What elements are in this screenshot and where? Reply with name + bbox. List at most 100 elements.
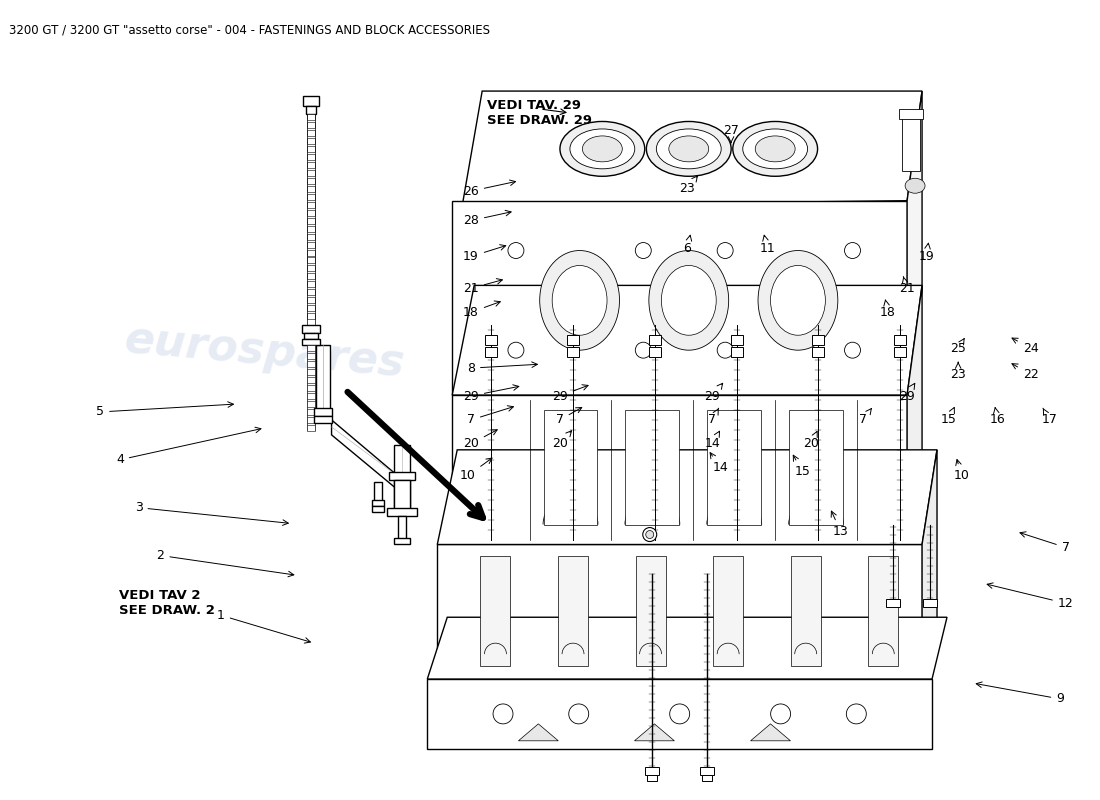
Text: 20: 20 — [463, 430, 497, 450]
Bar — [707, 410, 761, 525]
Text: 20: 20 — [803, 431, 820, 450]
Bar — [304, 334, 318, 339]
Bar — [789, 410, 843, 525]
Bar — [307, 377, 315, 383]
Text: 14: 14 — [704, 431, 720, 450]
Bar — [395, 538, 410, 545]
Ellipse shape — [649, 250, 728, 350]
Bar — [307, 306, 315, 311]
Polygon shape — [331, 420, 403, 494]
Bar — [373, 506, 384, 512]
Text: 10: 10 — [460, 458, 492, 482]
Bar — [452, 395, 908, 545]
Bar — [452, 201, 908, 395]
Circle shape — [493, 704, 513, 724]
Bar — [307, 130, 315, 136]
Bar — [307, 218, 315, 224]
Bar — [306, 106, 316, 114]
Text: 7: 7 — [859, 409, 871, 426]
Bar — [307, 234, 315, 239]
Text: 29: 29 — [704, 383, 723, 402]
Bar — [307, 345, 315, 351]
Text: VEDI TAV. 29
SEE DRAW. 29: VEDI TAV. 29 SEE DRAW. 29 — [487, 99, 592, 127]
Bar — [566, 335, 579, 345]
Text: 7: 7 — [708, 408, 718, 426]
Bar — [649, 335, 661, 345]
Polygon shape — [922, 450, 937, 679]
Text: 12: 12 — [987, 583, 1074, 610]
Bar — [702, 774, 712, 781]
Bar — [649, 347, 661, 357]
Text: eurospares: eurospares — [627, 510, 912, 577]
Bar — [700, 766, 714, 774]
Bar — [307, 250, 315, 255]
Bar — [374, 482, 383, 502]
Bar — [307, 170, 315, 176]
Text: 14: 14 — [711, 453, 728, 474]
Circle shape — [845, 342, 860, 358]
Text: 27: 27 — [723, 124, 739, 142]
Circle shape — [845, 242, 860, 258]
Bar — [307, 210, 315, 216]
Bar — [558, 557, 589, 666]
Text: 8: 8 — [468, 362, 538, 374]
Bar — [713, 557, 744, 666]
Bar — [307, 162, 315, 168]
Circle shape — [670, 704, 690, 724]
Text: eurospares: eurospares — [123, 318, 407, 386]
Text: 9: 9 — [976, 682, 1064, 706]
Ellipse shape — [742, 129, 807, 169]
Ellipse shape — [770, 266, 825, 335]
Bar — [438, 545, 922, 679]
Circle shape — [646, 530, 653, 538]
Bar — [566, 347, 579, 357]
Bar — [307, 425, 315, 431]
Bar — [307, 393, 315, 399]
Circle shape — [508, 342, 524, 358]
Polygon shape — [427, 618, 947, 679]
Ellipse shape — [669, 136, 708, 162]
Bar — [389, 472, 416, 480]
Bar — [648, 774, 658, 781]
Text: 6: 6 — [683, 235, 692, 255]
Bar — [314, 416, 331, 423]
Bar — [307, 369, 315, 375]
Bar — [307, 298, 315, 303]
Bar — [307, 290, 315, 295]
Bar — [791, 557, 821, 666]
Bar — [307, 417, 315, 423]
Bar — [373, 500, 384, 506]
Ellipse shape — [552, 266, 607, 335]
Ellipse shape — [540, 250, 619, 350]
Circle shape — [569, 704, 589, 724]
Polygon shape — [462, 91, 922, 206]
Text: 1: 1 — [217, 609, 310, 643]
Bar — [302, 96, 319, 106]
Polygon shape — [908, 91, 922, 395]
Bar — [485, 335, 497, 345]
Text: 3200 GT / 3200 GT "assetto corse" - 004 - FASTENINGS AND BLOCK ACCESSORIES: 3200 GT / 3200 GT "assetto corse" - 004 … — [10, 23, 491, 36]
Bar — [427, 679, 932, 749]
Circle shape — [717, 342, 733, 358]
Text: 15: 15 — [793, 455, 811, 478]
Ellipse shape — [560, 122, 645, 176]
Bar — [813, 335, 824, 345]
Polygon shape — [635, 724, 674, 741]
Bar — [307, 314, 315, 319]
Circle shape — [636, 342, 651, 358]
Polygon shape — [750, 724, 791, 741]
Ellipse shape — [905, 178, 925, 194]
Bar — [307, 186, 315, 192]
Bar — [636, 557, 666, 666]
Bar — [307, 274, 315, 279]
Circle shape — [717, 242, 733, 258]
Bar — [307, 409, 315, 415]
Ellipse shape — [758, 250, 838, 350]
Polygon shape — [452, 286, 922, 395]
Bar — [307, 361, 315, 367]
Polygon shape — [438, 450, 937, 545]
Circle shape — [636, 242, 651, 258]
Text: 23: 23 — [680, 176, 697, 195]
Text: VEDI TAV 2
SEE DRAW. 2: VEDI TAV 2 SEE DRAW. 2 — [119, 590, 214, 618]
Ellipse shape — [582, 136, 623, 162]
